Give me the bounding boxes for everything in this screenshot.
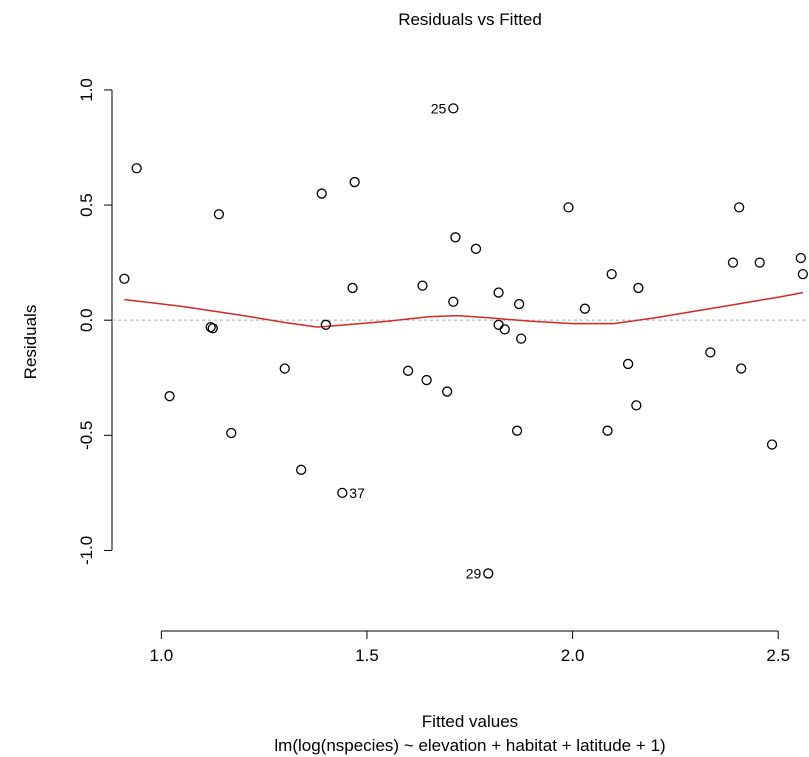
data-point bbox=[119, 273, 130, 284]
data-point bbox=[579, 303, 591, 314]
data-point bbox=[631, 400, 642, 411]
y-tick-label: -0.5 bbox=[77, 421, 96, 450]
data-point bbox=[337, 487, 348, 499]
data-point bbox=[483, 568, 494, 579]
data-point bbox=[736, 363, 747, 374]
data-point bbox=[493, 287, 504, 298]
data-point bbox=[402, 365, 414, 376]
data-point bbox=[563, 202, 574, 213]
data-point bbox=[470, 243, 482, 254]
data-point bbox=[448, 103, 459, 114]
point-label: 37 bbox=[349, 485, 365, 501]
data-point bbox=[448, 296, 459, 307]
data-point bbox=[296, 464, 307, 475]
data-point bbox=[622, 358, 634, 370]
data-point bbox=[511, 425, 523, 436]
data-point bbox=[131, 163, 142, 174]
data-point bbox=[797, 268, 809, 280]
data-point bbox=[442, 386, 453, 397]
data-point bbox=[320, 319, 331, 330]
data-point bbox=[633, 282, 644, 294]
data-point bbox=[513, 298, 525, 310]
data-point bbox=[226, 427, 237, 439]
data-point bbox=[795, 252, 806, 264]
point-label: 25 bbox=[431, 100, 447, 116]
data-point bbox=[421, 374, 432, 386]
data-point bbox=[766, 439, 778, 450]
data-point bbox=[205, 321, 216, 333]
data-point bbox=[606, 268, 617, 280]
y-axis-title: Residuals bbox=[21, 305, 40, 380]
data-point bbox=[316, 188, 327, 199]
data-point bbox=[347, 282, 358, 294]
data-point bbox=[499, 324, 510, 335]
x-axis-title: Fitted values bbox=[422, 712, 518, 731]
data-point bbox=[705, 347, 716, 358]
smooth-line bbox=[124, 291, 804, 328]
x-axis-subtitle: lm(log(nspecies) ~ elevation + habitat +… bbox=[274, 736, 665, 755]
data-point bbox=[727, 257, 739, 268]
data-point bbox=[213, 209, 225, 220]
data-point bbox=[417, 280, 428, 291]
point-label: 29 bbox=[466, 565, 482, 581]
chart-title: Residuals vs Fitted bbox=[398, 10, 542, 29]
data-point bbox=[279, 363, 290, 374]
data-point bbox=[493, 319, 504, 330]
data-point bbox=[754, 257, 765, 268]
data-point bbox=[516, 333, 527, 344]
x-tick-label: 2.0 bbox=[561, 646, 585, 665]
data-point bbox=[207, 323, 218, 334]
data-point bbox=[349, 176, 360, 188]
plot-area: -1.0 -0.5 0.0 0.5 1.0 1.0 1.5 2.0 2.5 37 25 29 bbox=[77, 78, 809, 665]
y-tick-label: 1.0 bbox=[77, 78, 96, 102]
x-tick-label: 1.5 bbox=[355, 646, 379, 665]
y-tick-label: -1.0 bbox=[77, 536, 96, 565]
y-tick-label: 0.5 bbox=[77, 193, 96, 217]
data-point bbox=[450, 232, 461, 243]
data-point bbox=[602, 425, 613, 436]
x-tick-label: 2.5 bbox=[766, 646, 790, 665]
y-tick-label: 0.0 bbox=[77, 308, 96, 332]
x-tick-label: 1.0 bbox=[150, 646, 174, 665]
data-point bbox=[164, 391, 175, 402]
data-point bbox=[733, 202, 745, 213]
